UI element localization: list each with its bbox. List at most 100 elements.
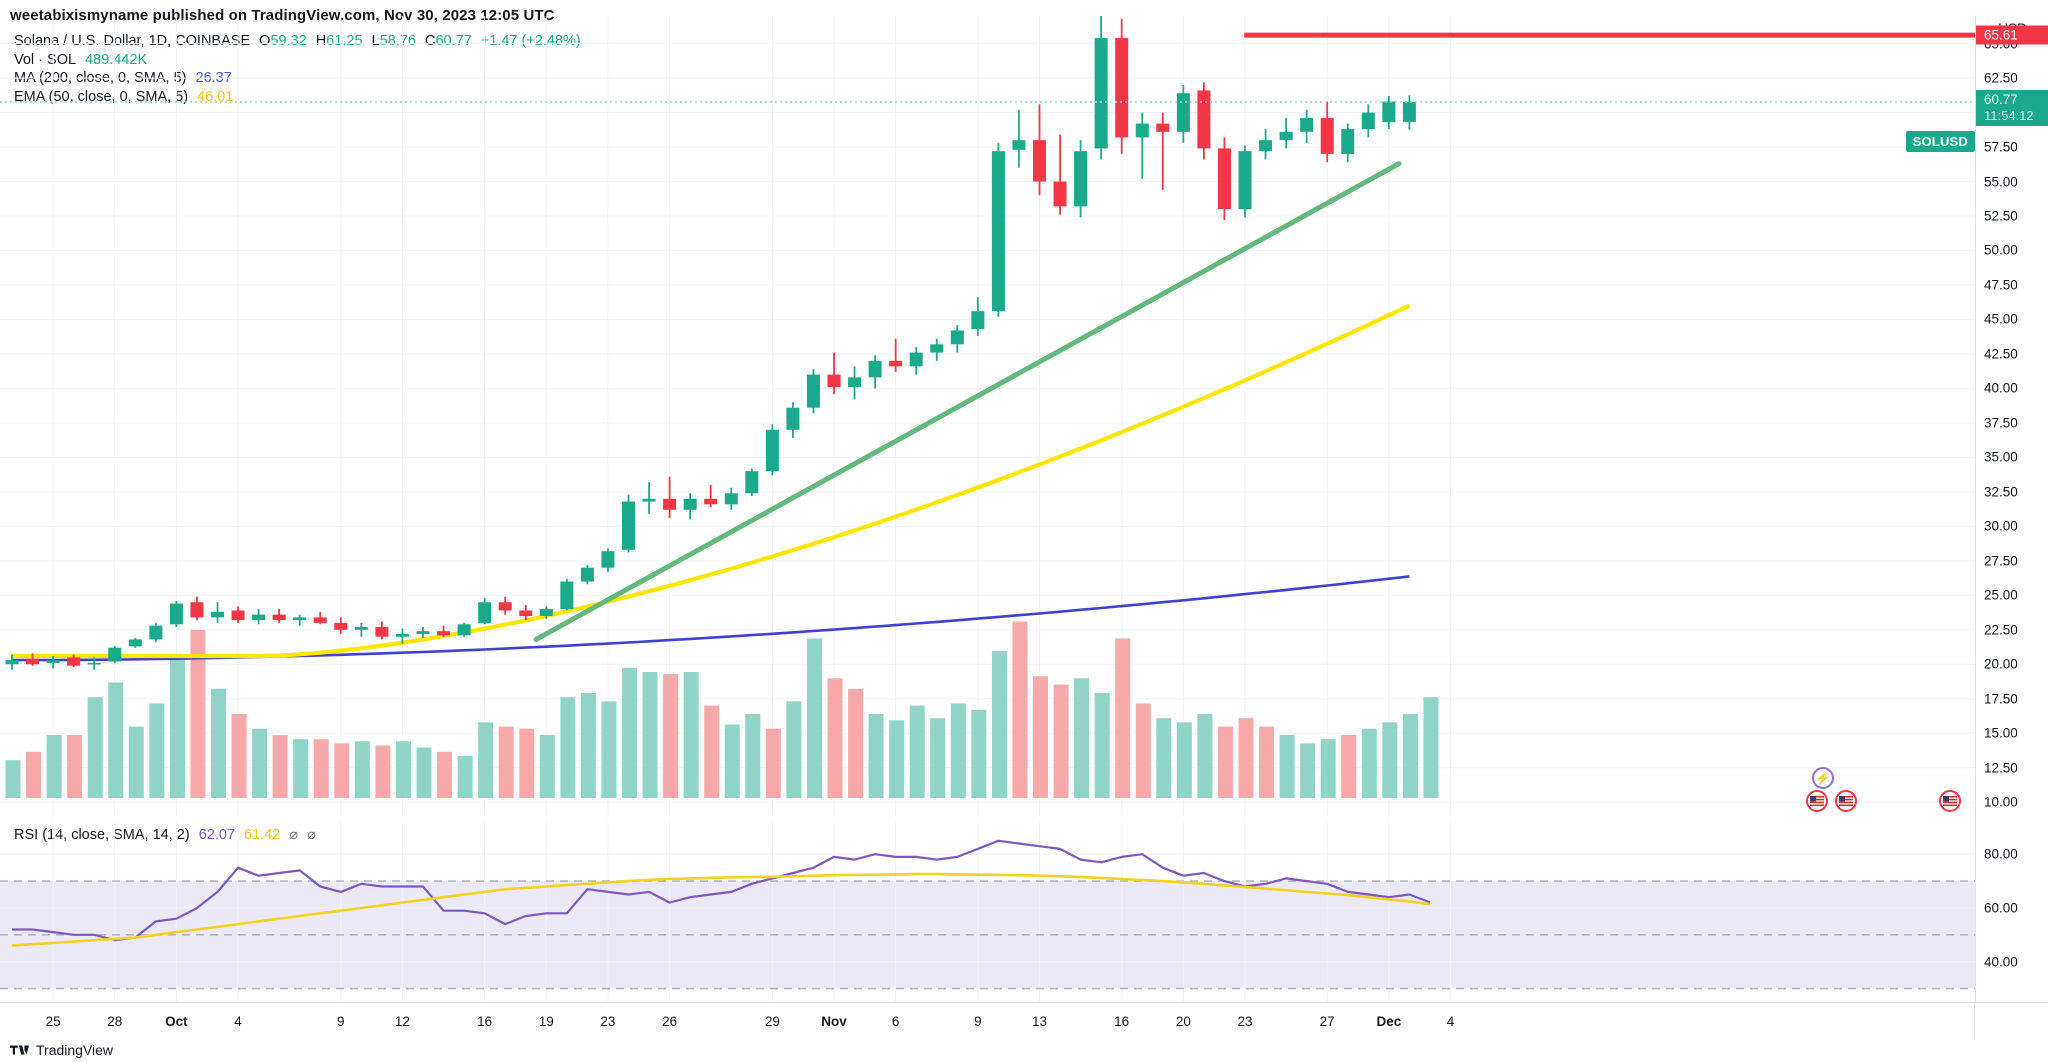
candle-body[interactable] xyxy=(498,602,512,611)
candle-body[interactable] xyxy=(765,429,779,472)
legend-symbol-title: Solana / U.S. Dollar, 1D, COINBASE xyxy=(14,33,251,49)
price-chart-svg[interactable] xyxy=(0,16,1975,816)
rsi-chart-svg[interactable] xyxy=(0,822,1975,1002)
symbol-price-tag[interactable]: SOLUSD xyxy=(1905,131,1975,152)
candle-body[interactable] xyxy=(293,617,307,621)
candle-body[interactable] xyxy=(478,602,492,623)
trendline-annotation[interactable] xyxy=(533,161,1402,642)
tradingview-brand[interactable]: TradingView xyxy=(10,1042,113,1058)
candle-body[interactable] xyxy=(46,660,60,663)
volume-bar xyxy=(642,672,658,798)
candle-body[interactable] xyxy=(601,551,615,568)
candle-body[interactable] xyxy=(1156,123,1170,132)
candle-body[interactable] xyxy=(519,610,533,616)
candle-body[interactable] xyxy=(1012,140,1026,150)
candle-body[interactable] xyxy=(108,647,122,662)
candle-body[interactable] xyxy=(622,501,635,550)
candle-body[interactable] xyxy=(169,603,183,625)
candle-body[interactable] xyxy=(1094,38,1108,149)
legend-row-symbol[interactable]: Solana / U.S. Dollar, 1D, COINBASE O59.3… xyxy=(14,33,581,50)
candle-body[interactable] xyxy=(252,614,266,621)
candle-body[interactable] xyxy=(580,567,594,582)
candle-body[interactable] xyxy=(848,377,862,388)
volume-bar xyxy=(1115,638,1131,798)
candle-body[interactable] xyxy=(786,407,800,430)
candle-body[interactable] xyxy=(437,631,451,636)
candle-body[interactable] xyxy=(560,581,574,610)
candle-body[interactable] xyxy=(642,498,656,502)
candle-body[interactable] xyxy=(950,330,964,345)
candle-body[interactable] xyxy=(211,611,224,618)
legend-row-volume[interactable]: Vol · SOL 489.442K xyxy=(14,52,581,69)
candle-body[interactable] xyxy=(889,360,903,367)
candle-body[interactable] xyxy=(745,471,759,494)
time-tick-month: Dec xyxy=(1376,1014,1402,1029)
candle-body[interactable] xyxy=(375,627,389,637)
price-tick-label: 52.50 xyxy=(1984,208,2018,224)
legend-row-rsi[interactable]: RSI (14, close, SMA, 14, 2) 62.07 61.42 … xyxy=(14,827,316,844)
candle-body[interactable] xyxy=(1300,118,1314,132)
candle-body[interactable] xyxy=(991,151,1005,312)
price-chart-pane[interactable] xyxy=(0,16,1975,816)
candle-body[interactable] xyxy=(663,498,677,510)
candle-body[interactable] xyxy=(1115,38,1129,138)
volume-bar xyxy=(437,751,453,798)
last-price-badge[interactable]: 60.77 11:54:12 xyxy=(1976,89,2048,126)
rsi-tick-label: 80.00 xyxy=(1984,846,2018,862)
time-tick-day: 9 xyxy=(337,1014,345,1029)
candle-body[interactable] xyxy=(395,633,409,637)
candle-body[interactable] xyxy=(87,662,101,665)
candle-body[interactable] xyxy=(909,352,923,367)
us-flag-event-icon[interactable] xyxy=(1806,790,1828,812)
candle-body[interactable] xyxy=(354,627,368,630)
candle-body[interactable] xyxy=(1361,112,1375,130)
candle-body[interactable] xyxy=(457,624,471,636)
time-scale[interactable]: 25 28 Oct 4 9 12 16 19 23 26 29 Nov 6 9 13 16 20 23 27 Dec 4 xyxy=(0,1002,2048,1039)
candle-body[interactable] xyxy=(1176,93,1190,132)
volume-bar xyxy=(334,743,350,798)
candle-body[interactable] xyxy=(334,622,348,630)
us-flag-event-icon[interactable] xyxy=(1939,790,1961,812)
rsi-chart-pane[interactable] xyxy=(0,822,1975,1002)
candle-body[interactable] xyxy=(1238,151,1252,210)
candle-body[interactable] xyxy=(724,493,738,505)
volume-bar xyxy=(539,735,555,798)
alert-price-badge[interactable]: 65.61 xyxy=(1976,25,2048,45)
candle-body[interactable] xyxy=(5,660,19,665)
price-scale[interactable]: USD 65.0062.5060.0057.5055.0052.5050.004… xyxy=(1975,16,2048,1002)
candle-body[interactable] xyxy=(416,631,430,634)
candle-body[interactable] xyxy=(149,625,163,640)
candle-body[interactable] xyxy=(704,498,718,505)
legend-row-ema50[interactable]: EMA (50, close, 0, SMA, 5) 46.01 xyxy=(14,89,581,106)
candle-body[interactable] xyxy=(868,360,882,378)
candle-body[interactable] xyxy=(1382,101,1396,123)
candle-body[interactable] xyxy=(827,374,841,388)
candle-body[interactable] xyxy=(128,639,142,647)
candle-body[interactable] xyxy=(1279,131,1293,141)
volume-bar xyxy=(67,735,83,798)
candle-body[interactable] xyxy=(539,609,553,616)
candle-body[interactable] xyxy=(1197,90,1211,149)
candle-body[interactable] xyxy=(1053,181,1067,207)
candle-body[interactable] xyxy=(683,498,697,510)
candle-body[interactable] xyxy=(930,344,944,353)
candle-body[interactable] xyxy=(313,617,327,623)
candle-body[interactable] xyxy=(190,602,204,618)
candle-body[interactable] xyxy=(272,614,286,621)
candle-body[interactable] xyxy=(1402,101,1416,122)
lightning-bolt-icon[interactable]: ⚡ xyxy=(1812,767,1834,789)
candle-body[interactable] xyxy=(1341,129,1355,154)
candle-body[interactable] xyxy=(971,311,985,330)
candle-body[interactable] xyxy=(231,610,245,621)
us-flag-event-icon[interactable] xyxy=(1835,790,1857,812)
candle-body[interactable] xyxy=(67,657,81,666)
candle-body[interactable] xyxy=(1217,148,1231,210)
candle-body[interactable] xyxy=(1074,151,1088,207)
candle-body[interactable] xyxy=(1320,118,1334,154)
candle-body[interactable] xyxy=(26,658,40,665)
volume-bar xyxy=(622,667,637,798)
candle-body[interactable] xyxy=(1033,140,1046,182)
candle-body[interactable] xyxy=(1135,123,1149,138)
candle-body[interactable] xyxy=(1259,140,1273,152)
candle-body[interactable] xyxy=(806,374,820,408)
